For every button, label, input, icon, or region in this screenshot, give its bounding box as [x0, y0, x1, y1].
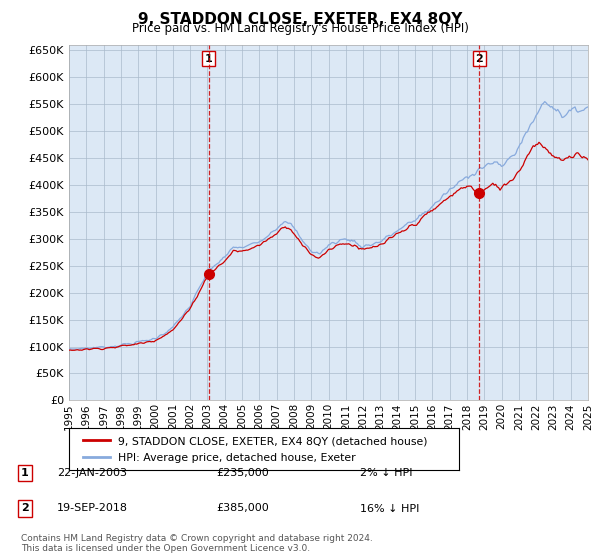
Text: 2% ↓ HPI: 2% ↓ HPI: [360, 468, 413, 478]
Text: 16% ↓ HPI: 16% ↓ HPI: [360, 503, 419, 514]
Text: 1: 1: [21, 468, 29, 478]
Text: 1: 1: [205, 54, 212, 64]
Text: £235,000: £235,000: [216, 468, 269, 478]
Text: 2: 2: [21, 503, 29, 514]
Text: 9, STADDON CLOSE, EXETER, EX4 8QY: 9, STADDON CLOSE, EXETER, EX4 8QY: [138, 12, 462, 27]
Text: 22-JAN-2003: 22-JAN-2003: [57, 468, 127, 478]
Text: £385,000: £385,000: [216, 503, 269, 514]
Legend: 9, STADDON CLOSE, EXETER, EX4 8QY (detached house), HPI: Average price, detached: 9, STADDON CLOSE, EXETER, EX4 8QY (detac…: [79, 432, 432, 467]
Text: 19-SEP-2018: 19-SEP-2018: [57, 503, 128, 514]
Text: Price paid vs. HM Land Registry's House Price Index (HPI): Price paid vs. HM Land Registry's House …: [131, 22, 469, 35]
Text: 2: 2: [475, 54, 483, 64]
Text: Contains HM Land Registry data © Crown copyright and database right 2024.
This d: Contains HM Land Registry data © Crown c…: [21, 534, 373, 553]
